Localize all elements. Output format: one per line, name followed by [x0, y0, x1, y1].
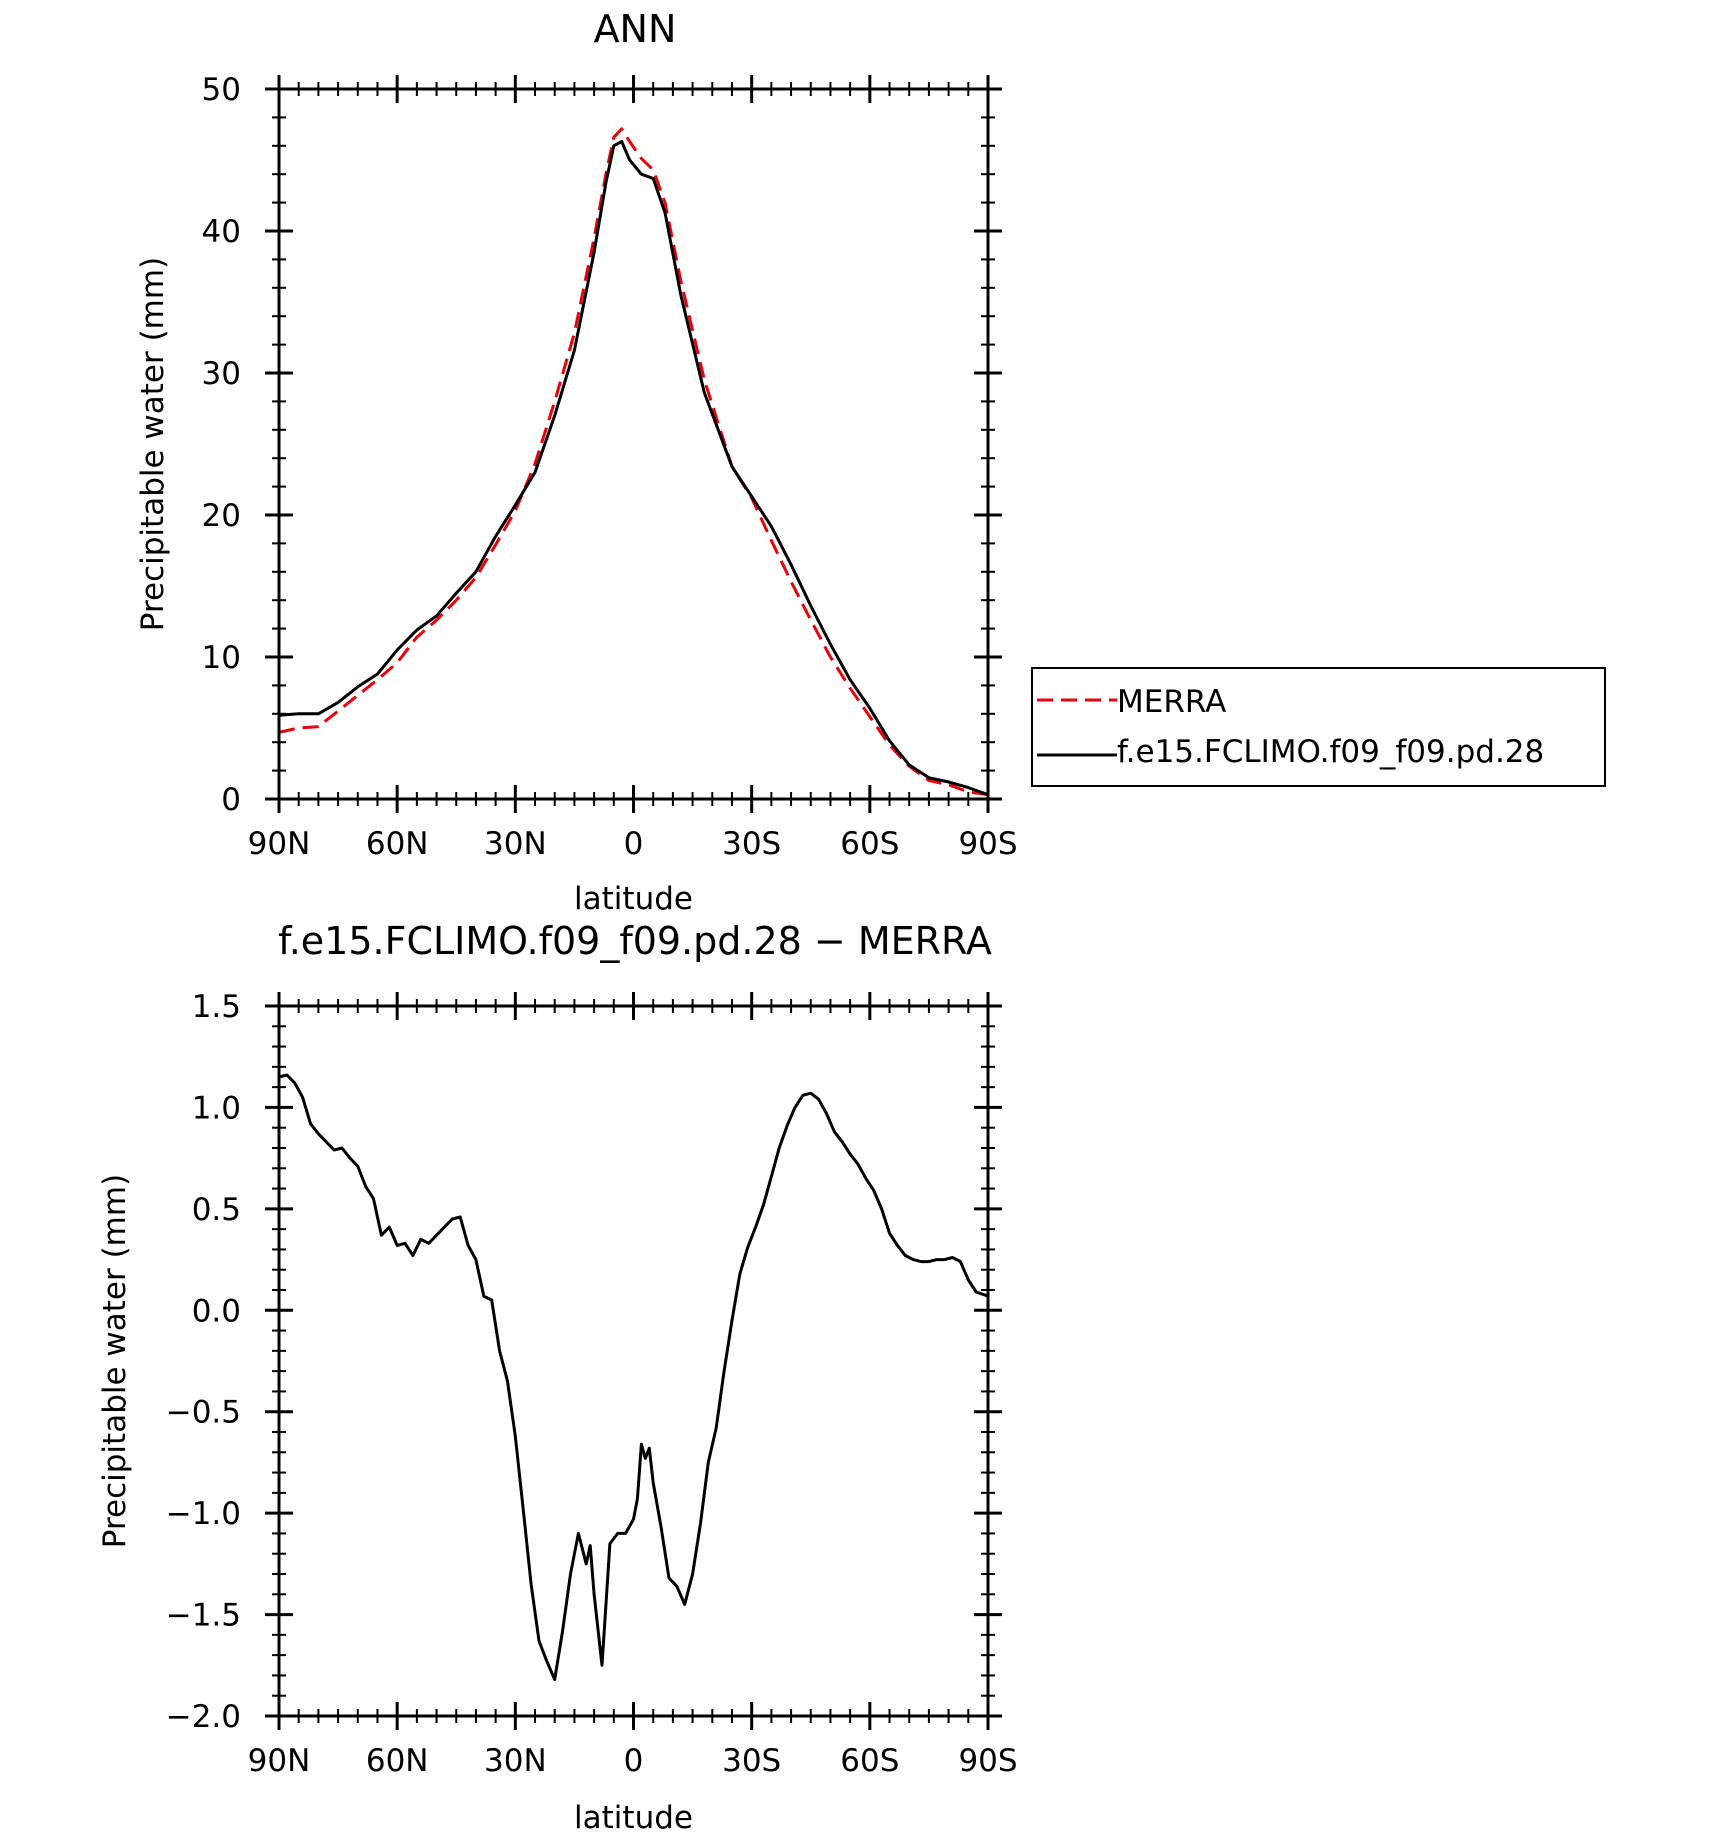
y-axis-label: Precipitable water (mm) — [135, 257, 171, 631]
x-tick-label: 90N — [248, 1743, 311, 1779]
chart-title: ANN — [594, 7, 677, 51]
series-line-difference — [278, 1073, 989, 1681]
legend: MERRA f.e15.FCLIMO.f09_f09.pd.28 — [1031, 667, 1606, 787]
y-tick-label: 10 — [202, 640, 241, 676]
legend-label-merra: MERRA — [1117, 684, 1226, 720]
y-axis-label: Precipitable water (mm) — [97, 1174, 133, 1548]
x-tick-label: 60N — [366, 826, 429, 862]
x-tick-label: 90S — [958, 826, 1017, 862]
y-tick-label: −1.0 — [166, 1496, 241, 1532]
y-tick-label: −0.5 — [166, 1395, 241, 1431]
x-tick-label: 60S — [840, 826, 899, 862]
plot-frame — [277, 87, 990, 801]
y-tick-label: −2.0 — [166, 1699, 241, 1735]
y-tick-label: 1.5 — [192, 989, 241, 1025]
x-tick-label: 60S — [840, 1743, 899, 1779]
x-tick-label: 90S — [958, 1743, 1017, 1779]
x-tick-label: 0 — [624, 826, 644, 862]
chart-title: f.e15.FCLIMO.f09_f09.pd.28 − MERRA — [278, 919, 992, 963]
series-layer — [278, 1073, 989, 1681]
y-tick-labels: −2.0 −1.5 −1.0 −0.5 0.0 0.5 1.0 1.5 — [166, 989, 241, 1735]
x-tick-label: 60N — [366, 1743, 429, 1779]
x-tick-label: 30N — [484, 1743, 547, 1779]
legend-box — [1031, 667, 1606, 787]
y-tick-label: 1.0 — [192, 1090, 241, 1126]
y-tick-label: 30 — [202, 356, 241, 392]
y-tick-label: 0.5 — [192, 1192, 241, 1228]
tick-marks — [265, 75, 1002, 813]
panel-difference: f.e15.FCLIMO.f09_f09.pd.28 − MERRA 90N 60… — [97, 919, 1018, 1833]
y-tick-label: 0.0 — [192, 1293, 241, 1329]
x-tick-labels: 90N 60N 30N 0 30S 60S 90S — [248, 1743, 1018, 1779]
legend-label-model: f.e15.FCLIMO.f09_f09.pd.28 — [1117, 734, 1544, 770]
y-tick-label: 20 — [202, 498, 241, 534]
x-tick-label: 30S — [722, 1743, 781, 1779]
series-line-model — [278, 140, 989, 797]
plot-frame — [277, 1004, 990, 1718]
y-tick-label: −1.5 — [166, 1598, 241, 1634]
x-tick-label: 30S — [722, 826, 781, 862]
panel-annual-mean: ANN 90N 60N 30N 0 30S 60S 90S 0 10 20 30 40 50 lati… — [135, 7, 1606, 917]
x-axis-label: latitude — [574, 881, 693, 917]
x-axis-label: latitude — [574, 1800, 693, 1833]
tick-marks — [265, 992, 1002, 1730]
series-line-merra — [278, 127, 989, 797]
series-layer — [278, 127, 989, 797]
x-tick-labels: 90N 60N 30N 0 30S 60S 90S — [248, 826, 1018, 862]
x-tick-label: 90N — [248, 826, 311, 862]
y-tick-label: 40 — [202, 214, 241, 250]
x-tick-label: 0 — [624, 1743, 644, 1779]
y-tick-labels: 0 10 20 30 40 50 — [202, 72, 241, 818]
y-tick-label: 0 — [221, 782, 241, 818]
x-tick-label: 30N — [484, 826, 547, 862]
y-tick-label: 50 — [202, 72, 241, 108]
